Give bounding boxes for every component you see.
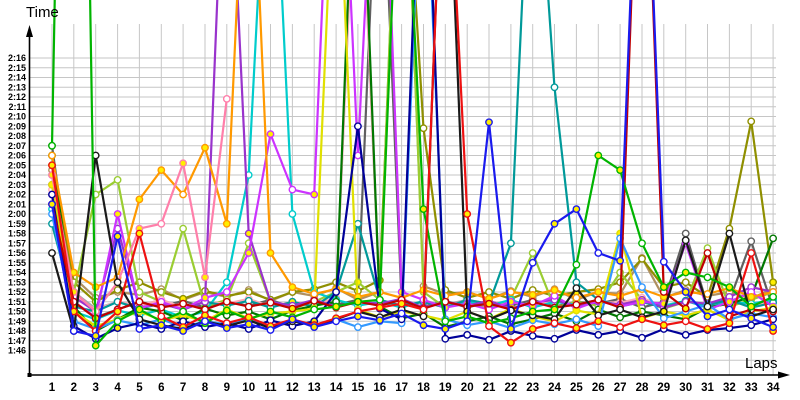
svg-text:6: 6 [158,382,164,394]
svg-text:20: 20 [461,382,474,394]
svg-text:10: 10 [242,382,255,394]
svg-text:2:02: 2:02 [8,190,26,200]
svg-text:2:16: 2:16 [8,53,26,63]
svg-text:2:14: 2:14 [8,73,26,83]
svg-text:13: 13 [308,382,321,394]
svg-text:2:13: 2:13 [8,82,26,92]
svg-text:1:49: 1:49 [8,316,26,326]
svg-text:29: 29 [657,382,670,394]
svg-text:2:15: 2:15 [8,63,26,73]
svg-text:1:52: 1:52 [8,287,26,297]
svg-text:27: 27 [614,382,627,394]
svg-text:30: 30 [679,382,692,394]
svg-text:16: 16 [373,382,386,394]
svg-text:2:12: 2:12 [8,92,26,102]
svg-text:8: 8 [202,382,209,394]
svg-text:1:48: 1:48 [8,326,26,336]
svg-text:19: 19 [439,382,452,394]
axes [28,32,783,376]
series-line-pink [48,95,231,316]
svg-text:31: 31 [701,382,714,394]
x-tick-labels: 1 2 3 4 5 6 7 8 9 10 11 12 13 14 15 16 17 18 19 20 21 22 23 24 2… [49,382,780,394]
svg-text:11: 11 [264,382,277,394]
svg-text:2:05: 2:05 [8,160,26,170]
svg-text:1:47: 1:47 [8,336,26,346]
svg-text:9: 9 [224,382,230,394]
svg-text:2:09: 2:09 [8,121,26,131]
svg-text:17: 17 [395,382,408,394]
svg-text:1:54: 1:54 [8,268,26,278]
svg-text:2:07: 2:07 [8,141,26,151]
svg-text:32: 32 [723,382,736,394]
svg-text:14: 14 [330,382,343,394]
y-axis-title: Time [26,4,59,21]
x-axis-title: Laps [745,355,778,372]
svg-text:15: 15 [352,382,365,394]
svg-text:1:58: 1:58 [8,229,26,239]
svg-text:1:55: 1:55 [8,258,26,268]
svg-text:2:00: 2:00 [8,209,26,219]
svg-text:18: 18 [417,382,430,394]
svg-text:2:01: 2:01 [8,199,26,209]
svg-text:2:04: 2:04 [8,170,26,180]
svg-text:22: 22 [505,382,518,394]
svg-text:5: 5 [136,382,143,394]
svg-text:34: 34 [767,382,780,394]
svg-text:21: 21 [483,382,496,394]
svg-text:2:08: 2:08 [8,131,26,141]
svg-text:1:57: 1:57 [8,238,26,248]
svg-text:2:10: 2:10 [8,112,26,122]
svg-text:1:46: 1:46 [8,346,26,356]
svg-text:1:59: 1:59 [8,219,26,229]
svg-text:4: 4 [114,382,121,394]
axis-arrows [26,25,790,379]
svg-text:2:06: 2:06 [8,151,26,161]
series-line-blue [48,0,777,340]
svg-text:2:03: 2:03 [8,180,26,190]
svg-text:26: 26 [592,382,605,394]
svg-text:12: 12 [286,382,299,394]
svg-text:1:53: 1:53 [8,277,26,287]
svg-text:3: 3 [92,382,98,394]
svg-text:24: 24 [548,382,561,394]
y-tick-labels: 1:461:471:481:491:501:511:521:531:541:55… [8,53,26,356]
svg-text:25: 25 [570,382,583,394]
svg-text:7: 7 [180,382,186,394]
svg-text:23: 23 [526,382,539,394]
svg-text:2:11: 2:11 [8,102,26,112]
svg-text:1:50: 1:50 [8,307,26,317]
svg-text:1:56: 1:56 [8,248,26,258]
svg-text:33: 33 [745,382,758,394]
svg-text:28: 28 [636,382,649,394]
svg-text:1:51: 1:51 [8,297,26,307]
svg-text:1: 1 [49,382,56,394]
svg-text:2: 2 [71,382,77,394]
